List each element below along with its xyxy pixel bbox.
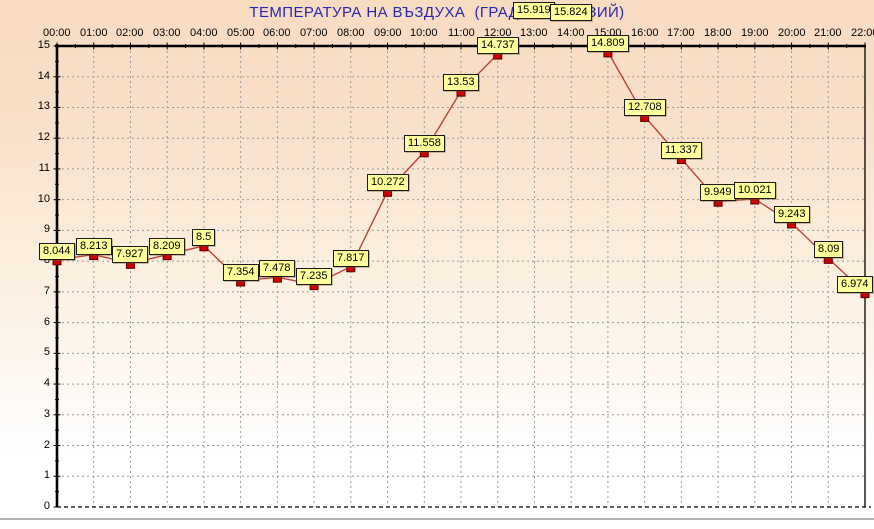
point-value-label: 8.209 xyxy=(149,238,185,255)
y-tick-label: 3 xyxy=(43,408,50,420)
y-tick-label: 2 xyxy=(43,439,50,451)
x-tick-label: 02:00 xyxy=(116,27,144,39)
data-point-marker xyxy=(456,89,466,97)
point-value-label: 7.354 xyxy=(223,264,259,281)
point-value-label: 11.558 xyxy=(404,135,445,152)
point-value-label: 8.044 xyxy=(39,243,75,260)
x-tick-label: 10:00 xyxy=(410,27,438,39)
point-value-label: 11.337 xyxy=(661,142,702,159)
x-tick-label: 00:00 xyxy=(43,27,71,39)
point-value-label: 12.708 xyxy=(624,99,666,116)
point-value-label: 14.737 xyxy=(477,37,519,54)
x-tick-label: 17:00 xyxy=(667,27,695,39)
y-tick-label: 1 xyxy=(43,469,50,481)
point-value-label: 10.021 xyxy=(734,182,776,199)
tick-marks xyxy=(53,42,866,508)
point-value-label: 8.213 xyxy=(76,238,112,255)
y-tick-label: 7 xyxy=(43,285,50,297)
y-tick-label: 12 xyxy=(37,131,50,143)
x-tick-label: 18:00 xyxy=(704,27,732,39)
point-value-label: 8.09 xyxy=(814,241,844,258)
point-value-label: 7.927 xyxy=(112,246,148,263)
x-tick-label: 05:00 xyxy=(227,27,255,39)
x-tick-label: 08:00 xyxy=(337,27,365,39)
point-value-label: 13.53 xyxy=(443,74,479,91)
y-tick-label: 9 xyxy=(43,223,50,235)
point-value-label: 10.272 xyxy=(367,174,409,191)
data-point-marker xyxy=(125,261,135,269)
y-tick-label: 13 xyxy=(37,100,50,112)
point-value-label: 14.809 xyxy=(587,35,629,52)
x-tick-label: 01:00 xyxy=(80,27,108,39)
x-tick-label: 07:00 xyxy=(300,27,328,39)
x-tick-label: 04:00 xyxy=(190,27,218,39)
y-tick-label: 0 xyxy=(43,500,50,512)
x-tick-label: 06:00 xyxy=(263,27,291,39)
point-value-label: 9.949 xyxy=(700,184,736,201)
x-tick-label: 16:00 xyxy=(631,27,659,39)
y-tick-label: 10 xyxy=(37,193,50,205)
x-tick-label: 11:00 xyxy=(448,27,475,39)
data-point-marker xyxy=(383,189,393,197)
bottom-separator xyxy=(0,518,874,520)
y-tick-label: 8 xyxy=(43,254,50,266)
data-point-marker xyxy=(640,114,650,122)
x-tick-label: 21:00 xyxy=(814,27,842,39)
x-tick-label: 20:00 xyxy=(778,27,806,39)
data-point-marker xyxy=(823,256,833,264)
y-tick-label: 15 xyxy=(37,39,50,51)
y-tick-label: 11 xyxy=(38,162,50,174)
point-value-label: 7.817 xyxy=(333,250,369,267)
point-value-label: 7.235 xyxy=(296,268,332,285)
point-value-label: 8.5 xyxy=(192,229,216,246)
data-point-marker xyxy=(272,275,282,283)
gridlines xyxy=(57,46,866,507)
x-tick-label: 22:00 xyxy=(851,27,874,39)
x-tick-label: 03:00 xyxy=(153,27,181,39)
y-tick-label: 14 xyxy=(37,70,50,82)
data-point-marker xyxy=(713,199,723,207)
y-tick-label: 4 xyxy=(43,377,50,389)
x-tick-label: 19:00 xyxy=(741,27,769,39)
point-value-label: 9.243 xyxy=(774,206,810,223)
x-tick-label: 12:00 xyxy=(484,27,512,39)
x-tick-label: 14:00 xyxy=(557,27,585,39)
x-tick-label: 13:00 xyxy=(520,27,548,39)
x-tick-label: 09:00 xyxy=(374,27,402,39)
y-tick-label: 5 xyxy=(43,346,50,358)
point-value-label: 6.974 xyxy=(837,276,873,293)
point-value-label: 15.919 xyxy=(513,2,555,19)
point-value-label: 7.478 xyxy=(259,260,295,277)
y-tick-label: 6 xyxy=(43,316,50,328)
point-value-label: 15.824 xyxy=(550,4,592,21)
